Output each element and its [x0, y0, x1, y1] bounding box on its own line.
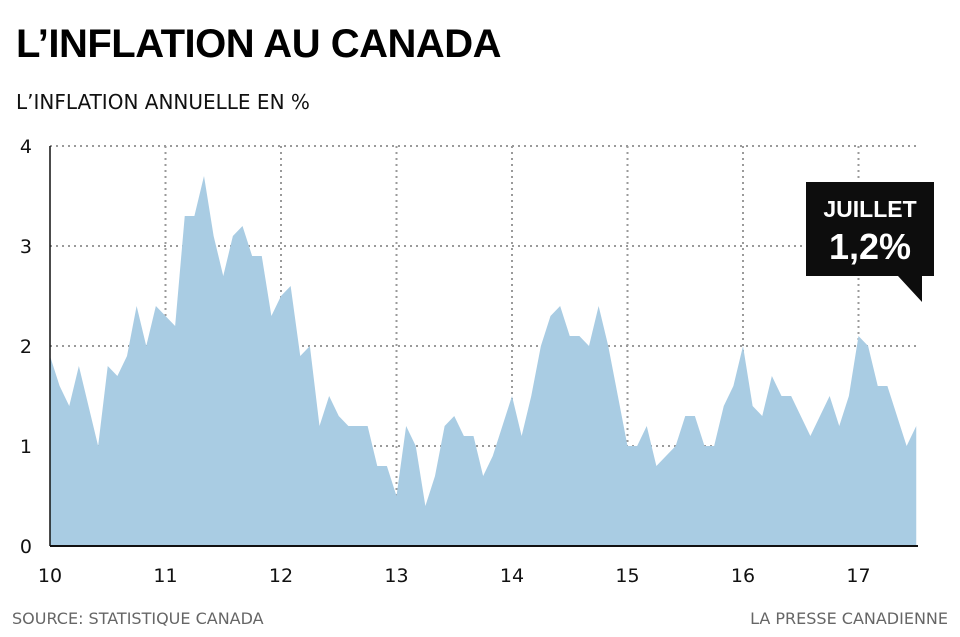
y-tick-label: 1 — [20, 436, 32, 458]
inflation-area — [50, 176, 917, 546]
x-tick-label: 15 — [615, 565, 639, 587]
x-tick-label: 14 — [500, 565, 524, 587]
x-tick-label: 13 — [384, 565, 408, 587]
chart-title: L’INFLATION AU CANADA — [16, 22, 502, 66]
y-tick-label: 3 — [20, 236, 32, 258]
annotation-callout: JUILLET 1,2% — [806, 182, 934, 302]
x-tick-label: 16 — [731, 565, 755, 587]
source-credit: SOURCE: STATISTIQUE CANADA — [12, 609, 264, 628]
x-tick-label: 17 — [846, 565, 870, 587]
y-tick-label: 0 — [20, 536, 32, 558]
y-tick-label: 4 — [20, 136, 32, 158]
annotation-value-label: 1,2% — [829, 226, 911, 267]
x-tick-label: 11 — [153, 565, 177, 587]
x-tick-label: 10 — [38, 565, 62, 587]
x-tick-label: 12 — [269, 565, 293, 587]
publisher-credit: LA PRESSE CANADIENNE — [750, 609, 948, 628]
y-tick-label: 2 — [20, 336, 32, 358]
annotation-callout-box — [806, 182, 934, 302]
chart-subtitle: L’INFLATION ANNUELLE EN % — [16, 90, 310, 114]
annotation-month-label: JUILLET — [823, 196, 916, 222]
